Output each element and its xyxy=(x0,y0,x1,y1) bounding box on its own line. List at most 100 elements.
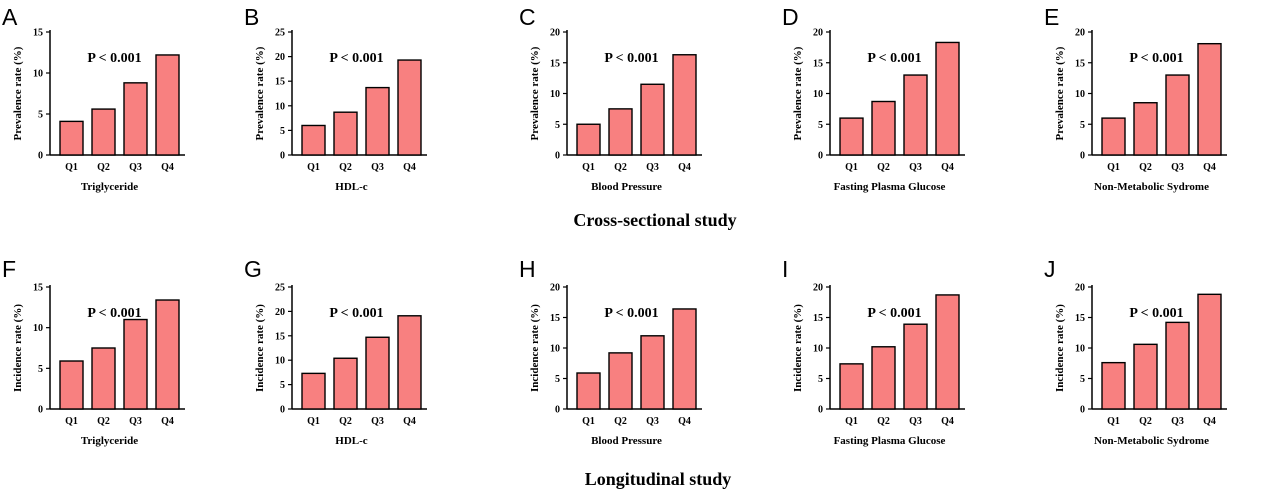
bar-j-q3 xyxy=(1165,321,1190,410)
panel-letter-e: E xyxy=(1044,4,1059,30)
bar-d-q4 xyxy=(935,41,960,156)
p-value-annotation-j: P < 0.001 xyxy=(1129,306,1183,321)
x-axis-title-d: Fasting Plasma Glucose xyxy=(834,181,946,193)
x-tick-label: Q1 xyxy=(307,162,320,173)
y-tick-label: 10 xyxy=(33,69,43,80)
bar-e-q2 xyxy=(1133,102,1158,156)
x-tick-label: Q2 xyxy=(1139,416,1152,427)
bar-e-q3 xyxy=(1165,74,1190,156)
y-tick-label: 5 xyxy=(280,380,285,391)
x-tick-label: Q2 xyxy=(97,416,110,427)
y-tick-label: 5 xyxy=(1080,120,1085,131)
bar-b-q1 xyxy=(301,124,326,156)
x-tick-label: Q3 xyxy=(129,416,142,427)
y-tick-label: 5 xyxy=(280,126,285,137)
bar-j-q4 xyxy=(1197,293,1222,410)
x-tick-label: Q3 xyxy=(909,162,922,173)
y-tick-label: 20 xyxy=(275,307,285,318)
y-tick-label: 0 xyxy=(38,151,43,162)
bar-g-q4 xyxy=(397,315,422,410)
bar-a-q4 xyxy=(155,54,180,156)
x-tick-label: Q3 xyxy=(1171,416,1184,427)
p-value-annotation-c: P < 0.001 xyxy=(604,51,658,66)
y-tick-label: 15 xyxy=(813,58,823,69)
x-tick-label: Q3 xyxy=(646,416,659,427)
y-tick-label: 10 xyxy=(1075,89,1085,100)
bar-b-q4 xyxy=(397,59,422,156)
y-tick-label: 10 xyxy=(33,323,43,334)
bar-d-q3 xyxy=(903,74,928,156)
y-axis-title-i: Incidence rate (%) xyxy=(792,304,804,392)
x-axis-title-b: HDL-c xyxy=(335,181,368,193)
y-tick-label: 20 xyxy=(1075,28,1085,39)
bar-c-q2 xyxy=(608,108,633,156)
p-value-annotation-d: P < 0.001 xyxy=(867,51,921,66)
y-tick-label: 20 xyxy=(550,28,560,39)
p-value-annotation-f: P < 0.001 xyxy=(87,306,141,321)
x-axis-title-g: HDL-c xyxy=(335,435,368,447)
bar-g-q1 xyxy=(301,372,326,410)
chart-panel-a: A Prevalence rate (%) 0 5 10 15 Q1 Q2 Q3 Q4 Trigly… xyxy=(2,4,185,193)
bar-j-q1 xyxy=(1101,361,1126,410)
y-tick-label: 10 xyxy=(1075,344,1085,355)
x-axis-title-e: Non-Metabolic Sydrome xyxy=(1094,181,1209,193)
x-tick-label: Q3 xyxy=(909,416,922,427)
y-tick-label: 25 xyxy=(275,283,285,294)
bar-g-q3 xyxy=(365,336,390,410)
p-value-annotation-b: P < 0.001 xyxy=(329,51,383,66)
y-tick-label: 5 xyxy=(1080,374,1085,385)
y-axis-title-g: Incidence rate (%) xyxy=(254,304,266,392)
y-tick-label: 5 xyxy=(818,374,823,385)
x-tick-label: Q1 xyxy=(307,416,320,427)
x-tick-label: Q4 xyxy=(403,162,416,173)
panel-letter-b: B xyxy=(244,4,259,30)
y-tick-label: 15 xyxy=(33,28,43,39)
y-tick-label: 20 xyxy=(813,28,823,39)
bar-f-q2 xyxy=(91,347,116,410)
x-axis-title-i: Fasting Plasma Glucose xyxy=(834,435,946,447)
bar-c-q3 xyxy=(640,83,665,156)
chart-panel-f: F Incidence rate (%) 0 5 10 15 Q1 Q2 Q3 Q4 Triglyc… xyxy=(2,256,185,447)
y-tick-label: 0 xyxy=(280,405,285,416)
y-tick-label: 15 xyxy=(275,331,285,342)
x-tick-label: Q3 xyxy=(371,416,384,427)
x-tick-label: Q3 xyxy=(371,162,384,173)
p-value-annotation-e: P < 0.001 xyxy=(1129,51,1183,66)
section-title-cross-sectional: Cross-sectional study xyxy=(573,210,736,230)
x-tick-label: Q1 xyxy=(1107,416,1120,427)
p-value-annotation-g: P < 0.001 xyxy=(329,306,383,321)
bar-h-q3 xyxy=(640,335,665,410)
y-tick-label: 5 xyxy=(555,120,560,131)
bar-i-q1 xyxy=(839,363,864,410)
p-value-annotation-h: P < 0.001 xyxy=(604,306,658,321)
section-title-longitudinal: Longitudinal study xyxy=(585,469,732,489)
y-axis-title-f: Incidence rate (%) xyxy=(12,304,24,392)
y-tick-label: 0 xyxy=(555,405,560,416)
bar-h-q1 xyxy=(576,372,601,410)
x-tick-label: Q3 xyxy=(1171,162,1184,173)
x-axis-title-h: Blood Pressure xyxy=(591,435,662,447)
bar-d-q1 xyxy=(839,117,864,156)
y-tick-label: 5 xyxy=(818,120,823,131)
x-tick-label: Q4 xyxy=(678,416,691,427)
bar-j-q2 xyxy=(1133,343,1158,410)
panel-letter-c: C xyxy=(519,4,536,30)
x-axis-title-j: Non-Metabolic Sydrome xyxy=(1094,435,1209,447)
y-tick-label: 0 xyxy=(818,151,823,162)
panel-letter-f: F xyxy=(2,256,16,282)
y-tick-label: 15 xyxy=(550,58,560,69)
x-tick-label: Q1 xyxy=(845,416,858,427)
bar-i-q2 xyxy=(871,346,896,410)
panel-letter-j: J xyxy=(1044,256,1056,282)
y-tick-label: 10 xyxy=(813,344,823,355)
p-value-annotation-a: P < 0.001 xyxy=(87,51,141,66)
y-tick-label: 5 xyxy=(555,374,560,385)
y-tick-label: 5 xyxy=(38,364,43,375)
x-tick-label: Q4 xyxy=(1203,162,1216,173)
x-tick-label: Q2 xyxy=(877,416,890,427)
x-axis-title-c: Blood Pressure xyxy=(591,181,662,193)
p-value-annotation-i: P < 0.001 xyxy=(867,306,921,321)
y-tick-label: 25 xyxy=(275,28,285,39)
y-tick-label: 20 xyxy=(1075,283,1085,294)
